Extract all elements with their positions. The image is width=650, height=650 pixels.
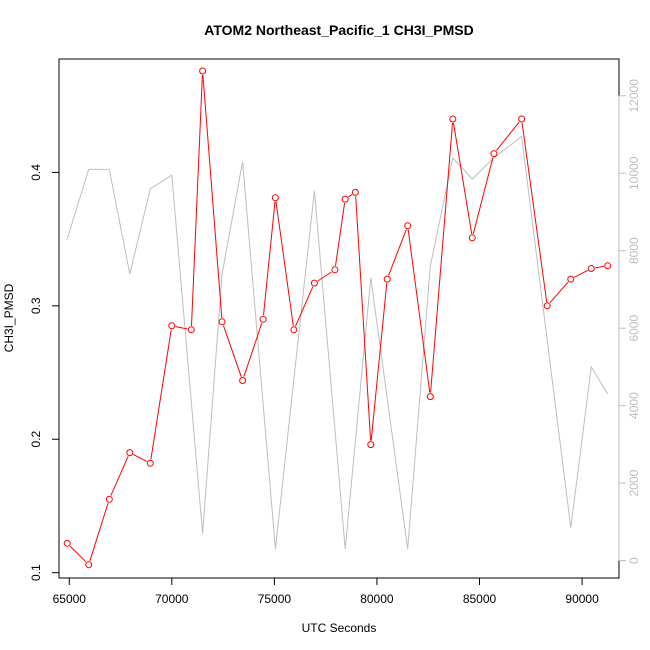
red-series-point: [331, 266, 339, 274]
red-series-segment: [348, 194, 353, 198]
left-tick-label: 0.4: [29, 164, 43, 181]
bottom-tick-label: 75000: [258, 592, 292, 606]
red-series-point: [367, 441, 375, 449]
red-series-point: [239, 377, 247, 384]
left-tick-label: 0.1: [29, 564, 43, 581]
bottom-tick-label: 80000: [360, 592, 394, 606]
right-axis: 0 2000 4000 6000 8000 10000 12000: [618, 79, 641, 564]
red-series-point: [63, 539, 71, 547]
bottom-tick-label: 70000: [155, 592, 189, 606]
red-series-point: [199, 67, 207, 75]
grey-series-layer: [66, 135, 609, 550]
red-series-segment: [335, 202, 346, 266]
red-series-segment: [69, 545, 87, 563]
red-series-segment: [574, 269, 589, 278]
chart-title: ATOM2 Northeast_Pacific_1 CH3I_PMSD: [204, 22, 473, 38]
red-series-segment: [595, 265, 604, 269]
red-series-point: [449, 115, 457, 123]
red-series-segment: [275, 201, 294, 326]
y-axis-label: CH3I_PMSD: [2, 283, 16, 352]
red-series-segment: [263, 201, 276, 316]
red-series-point: [310, 279, 318, 287]
red-series-segment: [430, 122, 453, 393]
red-series-point: [126, 449, 134, 457]
red-series-segment: [133, 453, 147, 462]
red-series-segment: [521, 122, 548, 302]
red-series-segment: [150, 329, 172, 460]
red-series-point: [383, 275, 391, 283]
red-series-point: [85, 561, 93, 569]
red-series-segment: [317, 271, 332, 282]
red-series-point: [259, 315, 267, 323]
grey-series-line: [66, 135, 609, 550]
right-tick-label: 4000: [627, 392, 641, 419]
red-series-point: [271, 194, 279, 202]
red-series-point: [290, 326, 298, 334]
right-tick-label: 12000: [627, 79, 641, 113]
red-series-point: [218, 318, 226, 326]
x-axis-label: UTC Seconds: [302, 621, 377, 635]
red-series-point: [604, 262, 612, 270]
red-series-point: [341, 195, 349, 203]
red-series-point: [490, 150, 498, 158]
red-series-segment: [388, 229, 407, 276]
red-series-point: [168, 322, 176, 330]
left-tick-label: 0.3: [29, 297, 43, 314]
right-tick-label: 2000: [627, 469, 641, 496]
red-series-segment: [175, 326, 188, 330]
red-series-segment: [243, 322, 263, 377]
red-series-point: [404, 222, 412, 230]
bottom-tick-label: 90000: [565, 592, 599, 606]
red-series-segment: [89, 502, 109, 561]
red-series-segment: [453, 122, 473, 234]
red-series-point: [543, 302, 551, 310]
red-series-point: [187, 326, 195, 334]
red-series-point: [426, 393, 434, 401]
left-axis: 0.1 0.2 0.3 0.4: [29, 164, 60, 581]
red-series-segment: [370, 283, 388, 441]
red-series-segment: [222, 325, 242, 377]
bottom-tick-label: 85000: [463, 592, 497, 606]
red-series-segment: [191, 74, 203, 326]
red-series-point: [105, 495, 113, 503]
bottom-axis: 65000 70000 75000 80000 85000 90000: [53, 577, 599, 606]
red-series-segment: [202, 74, 223, 318]
red-series-point: [518, 115, 526, 123]
red-series-point: [567, 275, 575, 283]
red-series-segment: [295, 286, 314, 327]
right-tick-label: 0: [627, 557, 641, 564]
right-tick-label: 8000: [627, 237, 641, 264]
red-series-segment: [496, 121, 520, 151]
red-series-layer: [63, 67, 612, 569]
bottom-tick-label: 65000: [53, 592, 87, 606]
red-series-segment: [472, 157, 494, 235]
red-series-segment: [355, 196, 372, 441]
right-tick-label: 10000: [627, 156, 641, 190]
left-tick-label: 0.2: [29, 431, 43, 448]
red-series-segment: [110, 455, 129, 496]
red-series-point: [351, 188, 359, 196]
right-tick-label: 6000: [627, 315, 641, 342]
red-series-point: [146, 459, 154, 467]
red-series-point: [587, 265, 595, 272]
red-series-segment: [549, 281, 569, 304]
red-series-point: [468, 234, 476, 242]
red-series-segment: [407, 229, 431, 393]
